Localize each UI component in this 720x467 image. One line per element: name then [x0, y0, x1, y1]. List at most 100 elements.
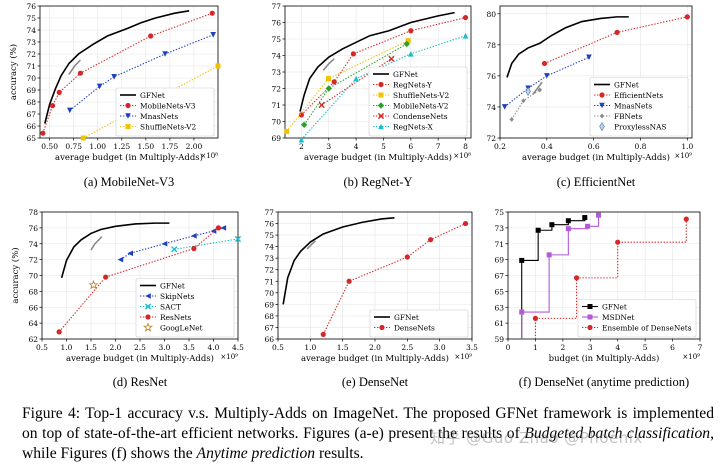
y-axis-label: accuracy (%) [10, 247, 21, 303]
plot-frame [499, 5, 693, 139]
legend-label: GFNet [160, 281, 185, 290]
y-tick-label: 75 [264, 231, 274, 240]
y-tick-label: 74 [271, 52, 281, 61]
y-tick-label: 69 [494, 256, 504, 265]
y-tick-label: 71 [494, 240, 504, 249]
data-point [535, 227, 541, 233]
legend-label: GFNet [394, 313, 419, 322]
data-point [544, 73, 550, 79]
series-line [532, 81, 543, 95]
y-tick-label: 80 [486, 10, 496, 19]
data-point [501, 104, 508, 110]
y-tick-label: 66 [26, 122, 36, 131]
x-axis-exponent: ×10⁹ [454, 353, 472, 361]
y-tick-label: 74 [26, 26, 36, 35]
data-point [541, 60, 548, 67]
x-tick-label: 7 [698, 343, 703, 352]
y-tick-label: 70 [28, 272, 38, 281]
series-googlenet [88, 279, 99, 290]
series-densenets [320, 220, 469, 337]
data-point [320, 331, 326, 337]
x-tick-label: 4.0 [208, 343, 220, 352]
series-line [174, 238, 239, 250]
y-tick-label: 68 [26, 98, 36, 107]
panel-caption: (a) MobileNet-V3 [84, 175, 175, 189]
data-point [148, 33, 154, 39]
legend-label: MnasNets [140, 112, 178, 121]
x-tick-label: 0.8 [635, 142, 647, 151]
data-point [127, 250, 133, 257]
series-proxylessnas [525, 86, 531, 96]
x-tick-label: 3.5 [466, 343, 478, 352]
series-shufflenets-v2 [284, 38, 411, 134]
legend-label: MnasNets [614, 101, 652, 110]
data-point [162, 51, 168, 57]
legend-label: MobileNets-V3 [140, 101, 196, 110]
data-point [325, 85, 332, 92]
x-tick-label: 4 [354, 142, 359, 151]
watermark: 知乎 @Guo Zhao @Phoenix [430, 429, 643, 447]
series-line [90, 236, 103, 251]
legend-swatch-marker [125, 113, 131, 119]
x-axis-exponent: ×10⁸ [453, 152, 471, 160]
y-tick-label: 74 [28, 240, 38, 249]
y-tick-label: 66 [28, 303, 38, 312]
data-point [191, 233, 197, 239]
legend-label: ProxylessNAS [614, 122, 667, 131]
legend-swatch-marker [145, 314, 151, 320]
legend-swatch-marker [587, 324, 593, 331]
series-line [506, 16, 629, 78]
y-tick-label: 65 [494, 287, 504, 296]
series-msdnet [519, 212, 602, 339]
x-tick-label: 1.25 [113, 142, 130, 151]
data-point [596, 212, 602, 218]
data-point [96, 83, 103, 90]
legend-label: RegNets-X [393, 122, 434, 131]
data-point [210, 228, 217, 234]
data-point [565, 226, 571, 232]
legend-label: EfficientNets [614, 91, 663, 100]
data-point [509, 116, 514, 122]
legend-box [115, 87, 215, 137]
x-tick-label: 3 [588, 343, 593, 352]
legend-swatch-marker [587, 304, 593, 309]
data-point [519, 257, 525, 263]
data-point [462, 32, 469, 39]
legend-box [589, 77, 689, 137]
y-tick-label: 71 [271, 101, 281, 110]
data-point [49, 103, 56, 109]
y-axis-label: accuracy (%) [8, 44, 19, 100]
legend-label: GFNet [140, 91, 165, 100]
x-tick-label: 0.4 [541, 142, 553, 151]
series-line [282, 216, 395, 305]
legend-swatch-marker [125, 124, 131, 129]
y-tick-label: 73 [26, 38, 36, 47]
data-point [331, 79, 337, 85]
legend-label: FBNets [614, 112, 642, 121]
x-tick-label: 8 [463, 142, 468, 151]
series-line [58, 227, 219, 333]
x-tick-label: 7 [436, 142, 441, 151]
legend-label: ResNets [160, 313, 192, 322]
x-tick-label: 1 [533, 343, 538, 352]
legend-swatch-marker [599, 113, 605, 119]
series-line [60, 222, 170, 279]
legend-swatch-marker [587, 314, 593, 320]
x-tick-label: 2.5 [401, 343, 413, 352]
series-regnets-y [298, 14, 469, 118]
y-tick-label: 75 [271, 35, 281, 44]
series-efficientnets [541, 14, 690, 67]
data-point [404, 254, 410, 260]
data-point [565, 218, 571, 224]
x-tick-label: 3.5 [183, 343, 195, 352]
data-point [462, 14, 469, 21]
data-point [88, 279, 99, 290]
data-point [462, 220, 469, 227]
y-tick-label: 76 [28, 224, 38, 233]
series-line [511, 89, 541, 120]
x-axis-label: average budget (in Multiply-Adds) [522, 152, 670, 163]
x-tick-label: 0.50 [41, 142, 58, 151]
legend-label: GFNet [602, 302, 627, 311]
